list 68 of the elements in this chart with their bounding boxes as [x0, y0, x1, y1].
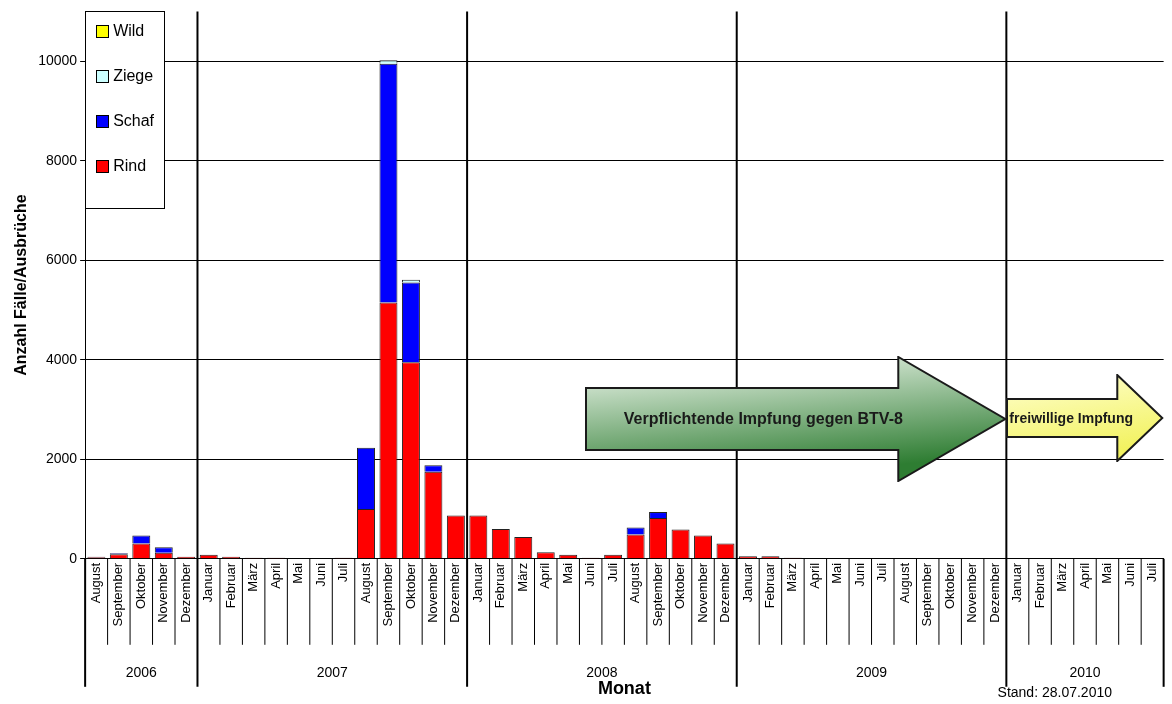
legend-label: Schaf — [113, 112, 155, 131]
annotation: Verpflichtende Impfung gegen BTV-8 — [622, 409, 904, 430]
x-tick-label: Januar — [739, 562, 755, 603]
x-tick-label: April — [267, 562, 283, 589]
text: 2009 — [855, 663, 888, 680]
x-tick-label: Januar — [200, 562, 216, 603]
x-tick-label: August — [896, 562, 912, 604]
y-tick-label: 8000 — [45, 151, 78, 168]
x-tick-label: Februar — [492, 562, 508, 609]
x-tick-label: Mai — [290, 562, 306, 584]
x-tick-label: Dezember — [717, 562, 733, 623]
text: 2010 — [1069, 663, 1101, 680]
x-tick-label: Oktober — [402, 562, 418, 610]
x-tick-label: Dezember — [986, 562, 1002, 623]
x-tick-label: Oktober — [132, 562, 148, 610]
x-tick-label: November — [424, 562, 440, 623]
x-tick-label: März — [245, 562, 261, 592]
legend-label: Wild — [113, 22, 145, 41]
x-tick-label: Februar — [222, 562, 238, 609]
x-tick-label: August — [627, 562, 643, 604]
x-tick-label: September — [649, 562, 665, 627]
text: 2006 — [125, 663, 158, 680]
x-tick-label: Juli — [335, 562, 351, 583]
x-axis-title: Monat — [597, 678, 651, 699]
x-tick-label: Oktober — [941, 562, 957, 610]
x-tick-label: Dezember — [447, 562, 463, 623]
x-tick-label: März — [514, 562, 530, 592]
x-tick-label: Juni — [1121, 562, 1137, 587]
text: 2008 — [586, 663, 618, 680]
legend-label: Ziege — [113, 67, 154, 86]
y-tick-label: 10000 — [38, 52, 78, 69]
x-tick-label: Mai — [829, 562, 845, 584]
x-tick-label: Juli — [604, 562, 620, 583]
x-tick-label: Juli — [874, 562, 890, 583]
x-tick-label: April — [537, 562, 553, 589]
x-tick-label: November — [964, 562, 980, 623]
y-tick-label: 4000 — [45, 350, 78, 367]
text: Stand: 28.07.2010 — [997, 684, 1112, 700]
x-tick-label: Januar — [469, 562, 485, 603]
legend-label: Rind — [113, 157, 147, 176]
x-tick-label: September — [110, 562, 126, 627]
x-tick-label: Juni — [312, 562, 328, 587]
x-tick-label: August — [357, 562, 373, 604]
x-tick-label: Mai — [559, 562, 575, 584]
x-tick-label: März — [784, 562, 800, 592]
x-tick-label: November — [694, 562, 710, 623]
x-tick-label: September — [919, 562, 935, 627]
x-tick-label: November — [155, 562, 171, 623]
x-tick-label: Dezember — [177, 562, 193, 623]
x-tick-label: Januar — [1009, 562, 1025, 603]
x-tick-label: Juli — [1143, 562, 1159, 583]
y-axis-title: Anzahl Fälle/Ausbrüche — [12, 194, 30, 376]
x-tick-label: April — [1076, 562, 1092, 589]
x-tick-label: März — [1054, 562, 1070, 592]
y-tick-label: 2000 — [45, 450, 78, 467]
x-tick-label: Februar — [1031, 562, 1047, 609]
x-tick-label: April — [806, 562, 822, 589]
x-tick-label: Februar — [762, 562, 778, 609]
x-tick-label: Juni — [582, 562, 598, 587]
annotation: freiwillige Impfung — [1008, 409, 1134, 429]
x-tick-label: Oktober — [672, 562, 688, 610]
x-tick-label: September — [380, 562, 396, 627]
x-tick-label: Juni — [851, 562, 867, 587]
x-tick-label: Mai — [1099, 562, 1115, 584]
text: 2007 — [316, 663, 349, 680]
x-tick-label: August — [87, 562, 103, 604]
y-tick-label: 0 — [69, 549, 78, 566]
y-tick-label: 6000 — [45, 251, 78, 268]
